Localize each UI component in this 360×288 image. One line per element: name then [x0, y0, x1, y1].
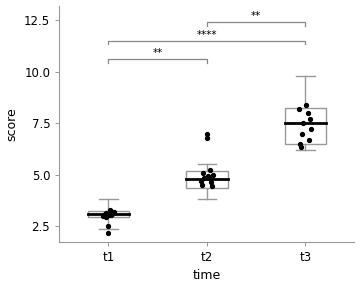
- Bar: [88, 211, 129, 217]
- Text: **: **: [251, 11, 261, 21]
- Text: **: **: [153, 48, 163, 58]
- Y-axis label: score: score: [5, 107, 19, 141]
- X-axis label: time: time: [193, 270, 221, 283]
- Text: ****: ****: [197, 30, 217, 40]
- Bar: [285, 108, 326, 144]
- Bar: [186, 171, 228, 188]
